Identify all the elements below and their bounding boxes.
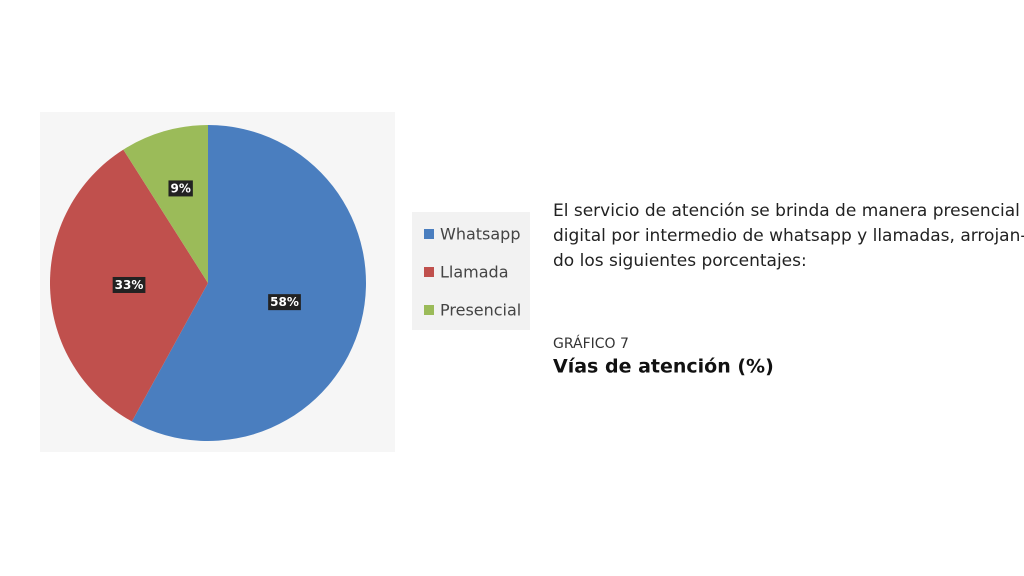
- data-label-background: [168, 180, 193, 197]
- data-label: 58%: [270, 295, 299, 309]
- pie-slice: [131, 125, 367, 442]
- paragraph-line: do los siguientes porcentajes:: [553, 251, 807, 271]
- legend-label: Whatsapp: [440, 225, 521, 244]
- data-label: 33%: [115, 278, 144, 292]
- legend-swatch: [424, 305, 434, 315]
- text-block: El servicio de atención se brinda de man…: [553, 201, 1024, 378]
- legend: Whatsapp Llamada Presencial: [424, 225, 521, 320]
- data-label: 9%: [170, 181, 190, 195]
- legend-swatch: [424, 229, 434, 239]
- figure-title: Vías de atención (%): [553, 356, 774, 378]
- data-label-background: [268, 294, 301, 311]
- paragraph-line: digital por intermedio de whatsapp y lla…: [553, 226, 1024, 246]
- pie-slice: [123, 125, 208, 283]
- data-label-background: [112, 276, 146, 293]
- legend-label: Llamada: [440, 263, 509, 282]
- pie-chart: 58% 33% 9%: [50, 125, 367, 442]
- figure-label: GRÁFICO 7: [553, 335, 629, 352]
- legend-label: Presencial: [440, 301, 521, 320]
- paragraph-line: El servicio de atención se brinda de man…: [553, 201, 1024, 221]
- legend-swatch: [424, 267, 434, 277]
